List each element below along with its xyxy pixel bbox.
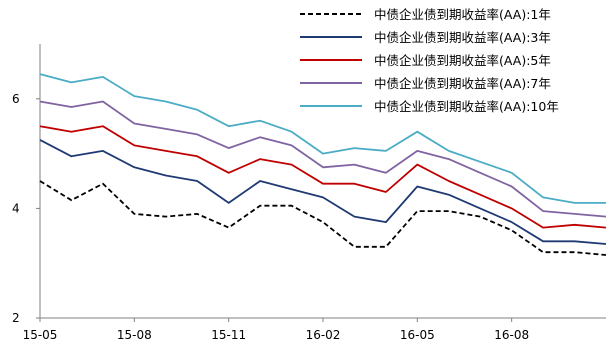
series-line-0 — [39, 180, 607, 256]
x-tick-label: 16-08 — [494, 328, 529, 342]
series-lines — [39, 73, 607, 256]
legend-label-0: 中债企业债到期收益率(AA):1年 — [374, 7, 551, 22]
legend-label-1: 中债企业债到期收益率(AA):3年 — [374, 30, 551, 45]
x-tick-label: 16-05 — [400, 328, 435, 342]
x-tick-group: 15-05 15-08 15-11 16-02 16-05 16-08 — [23, 318, 529, 342]
x-tick-label: 15-08 — [117, 328, 152, 342]
x-tick-label: 15-11 — [211, 328, 246, 342]
legend-label-3: 中债企业债到期收益率(AA):7年 — [374, 76, 551, 91]
legend-label-2: 中债企业债到期收益率(AA):5年 — [374, 53, 551, 68]
y-tick-label: 6 — [12, 92, 20, 106]
x-tick-label: 15-05 — [23, 328, 58, 342]
series-line-2 — [39, 125, 607, 229]
series-line-3 — [39, 100, 607, 218]
series-line-1 — [39, 139, 607, 245]
x-tick-label: 16-02 — [306, 328, 341, 342]
y-tick-group: 2 4 6 — [12, 92, 40, 325]
legend: 中债企业债到期收益率(AA):1年中债企业债到期收益率(AA):3年中债企业债到… — [300, 7, 559, 114]
y-tick-label: 4 — [12, 201, 20, 215]
legend-label-4: 中债企业债到期收益率(AA):10年 — [374, 99, 559, 114]
y-tick-label: 2 — [12, 311, 20, 325]
series-line-4 — [39, 73, 606, 204]
